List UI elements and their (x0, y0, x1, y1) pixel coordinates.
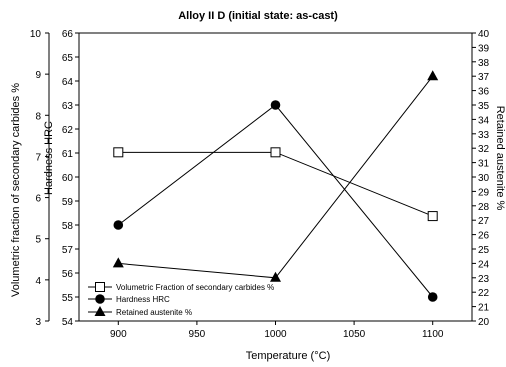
austenite-tick-label: 37 (478, 72, 490, 83)
data-point (427, 70, 439, 81)
data-point (270, 271, 281, 282)
x-tick-label: 1050 (343, 329, 366, 340)
carbides-tick-label: 9 (35, 70, 41, 81)
austenite-axis-label: Retained austenite % (494, 106, 506, 211)
austenite-tick-label: 29 (478, 187, 490, 198)
data-point (113, 147, 124, 158)
hardness-tick-label: 66 (62, 29, 74, 40)
data-point (270, 100, 281, 110)
austenite-tick-label: 39 (478, 43, 490, 54)
x-tick-label: 950 (189, 329, 206, 340)
chart-title: Alloy II D (initial state: as-cast) (178, 10, 338, 22)
austenite-tick-label: 36 (478, 87, 490, 98)
austenite-tick-label: 25 (478, 245, 490, 256)
hardness-tick-label: 61 (62, 149, 74, 160)
data-point (112, 257, 124, 268)
x-axis-label: Temperature (°C) (246, 350, 330, 362)
austenite-tick-label: 23 (478, 274, 490, 285)
x-tick-label: 1100 (422, 329, 444, 340)
hardness-tick-label: 56 (62, 269, 74, 280)
austenite-tick-label: 21 (478, 303, 490, 314)
austenite-tick-label: 30 (478, 173, 490, 184)
hardness-tick-label: 57 (62, 245, 74, 256)
data-point (113, 220, 124, 230)
austenite-tick-label: 26 (478, 231, 490, 242)
austenite-tick-label: 24 (478, 259, 490, 270)
austenite-tick-label: 31 (478, 159, 490, 170)
hardness-tick-label: 65 (62, 53, 74, 64)
austenite-axis: 20 21 22 23 24 25 26 27 28 29 30 31 32 33 34 35 36 37 38 39… (472, 29, 490, 328)
hardness-tick-label: 59 (62, 197, 74, 208)
carbides-tick-label: 8 (35, 111, 41, 122)
carbides-tick-label: 7 (35, 152, 41, 163)
austenite-tick-label: 33 (478, 130, 490, 141)
austenite-tick-label: 32 (478, 144, 490, 155)
hardness-tick-label: 60 (62, 173, 74, 184)
legend-marker (94, 306, 106, 316)
austenite-tick-label: 40 (478, 29, 490, 40)
austenite-tick-label: 35 (478, 101, 490, 112)
carbides-tick-label: 6 (35, 194, 41, 205)
x-tick-label: 900 (110, 329, 127, 340)
carbides-tick-label: 5 (35, 235, 41, 246)
carbides-tick-label: 4 (35, 276, 41, 287)
data-point (270, 147, 281, 158)
hardness-tick-label: 63 (62, 101, 74, 112)
hardness-tick-label: 55 (62, 293, 74, 304)
austenite-tick-label: 38 (478, 58, 490, 69)
data-point (427, 211, 438, 222)
hardness-tick-label: 54 (62, 317, 74, 328)
series-markers (112, 70, 439, 302)
legend: Volumetric Fraction of secondary carbide… (88, 282, 274, 317)
carbides-tick-label: 10 (30, 29, 42, 40)
austenite-tick-label: 22 (478, 288, 490, 299)
hardness-axis-label: Hardness HRC (43, 121, 55, 195)
temperature-axis: 900 950 1000 1050 1100 (110, 321, 444, 340)
austenite-tick-label: 27 (478, 216, 490, 227)
legend-label: Volumetric Fraction of secondary carbide… (116, 283, 274, 292)
hardness-tick-label: 58 (62, 221, 74, 232)
hardness-axis: 54 55 56 57 58 59 60 61 62 63 64 65 66 (62, 29, 79, 328)
hardness-tick-label: 62 (62, 125, 74, 136)
austenite-tick-label: 20 (478, 317, 490, 328)
carbides-axis: 3 4 5 6 7 8 9 10 (30, 29, 50, 328)
carbides-tick-label: 3 (35, 317, 41, 328)
austenite-tick-label: 34 (478, 115, 490, 126)
data-point (427, 292, 438, 302)
legend-label: Retained austenite % (116, 308, 192, 317)
hardness-tick-label: 64 (62, 77, 74, 88)
series-line-1 (118, 151, 433, 217)
austenite-tick-label: 28 (478, 202, 490, 213)
carbides-axis-label: Volumetric fraction of secondary carbide… (10, 83, 22, 297)
legend-marker (95, 282, 105, 292)
legend-marker (95, 294, 105, 304)
legend-label: Hardness HRC (116, 295, 170, 304)
x-tick-label: 1000 (264, 329, 287, 340)
